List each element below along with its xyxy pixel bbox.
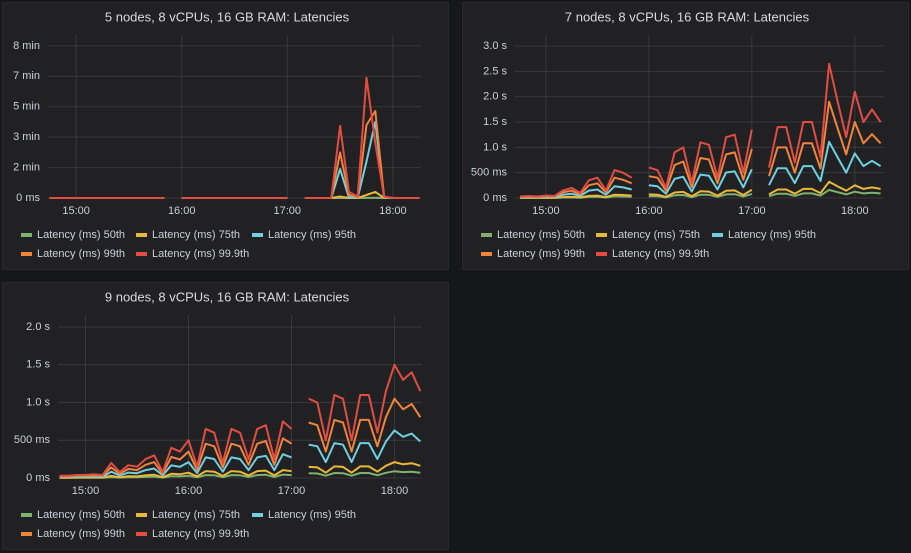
chart-title: 7 nodes, 8 vCPUs, 16 GB RAM: Latencies <box>565 9 810 24</box>
y-tick-label: 500 ms <box>471 167 508 179</box>
y-tick-label: 8 min <box>13 40 40 52</box>
legend-label[interactable]: Latency (ms) 75th <box>612 229 700 241</box>
x-tick-label: 16:00 <box>635 205 663 217</box>
y-tick-label: 0 ms <box>483 192 507 204</box>
y-tick-label: 0 ms <box>16 192 40 204</box>
y-tick-label: 2.5 s <box>483 65 507 77</box>
y-tick-label: 2.0 s <box>26 321 50 333</box>
y-tick-label: 500 ms <box>14 434 51 446</box>
x-tick-label: 16:00 <box>175 485 203 497</box>
legend-label[interactable]: Latency (ms) 99th <box>497 248 585 260</box>
chart-title: 9 nodes, 8 vCPUs, 16 GB RAM: Latencies <box>105 289 350 304</box>
chart: 9 nodes, 8 vCPUs, 16 GB RAM: Latencies 0… <box>14 289 422 540</box>
panel: 5 nodes, 8 vCPUs, 16 GB RAM: Latencies 0… <box>2 2 449 270</box>
x-tick-label: 17:00 <box>738 205 766 217</box>
series-line <box>49 120 420 199</box>
chart: 7 nodes, 8 vCPUs, 16 GB RAM: Latencies 0… <box>471 9 884 260</box>
legend-label[interactable]: Latency (ms) 99th <box>37 248 125 260</box>
x-tick-label: 15:00 <box>62 205 90 217</box>
y-tick-label: 1.5 s <box>26 359 50 371</box>
series-line <box>49 76 420 199</box>
y-tick-label: 1.0 s <box>483 141 507 153</box>
y-tick-label: 5 min <box>13 101 40 113</box>
x-tick-label: 16:00 <box>168 205 196 217</box>
legend-label[interactable]: Latency (ms) 95th <box>728 229 816 241</box>
legend-label[interactable]: Latency (ms) 95th <box>268 509 356 521</box>
y-tick-label: 1.5 s <box>483 116 507 128</box>
series-line <box>59 363 422 477</box>
x-tick-label: 18:00 <box>379 205 407 217</box>
y-tick-label: 2.0 s <box>483 91 507 103</box>
legend-label[interactable]: Latency (ms) 99th <box>37 528 125 540</box>
x-tick-label: 17:00 <box>278 485 306 497</box>
legend-label[interactable]: Latency (ms) 50th <box>37 229 125 241</box>
chart-title: 5 nodes, 8 vCPUs, 16 GB RAM: Latencies <box>105 9 350 24</box>
legend-label[interactable]: Latency (ms) 99.9th <box>152 248 249 260</box>
y-tick-label: 3 min <box>13 131 40 143</box>
x-tick-label: 15:00 <box>532 205 560 217</box>
legend-label[interactable]: Latency (ms) 99.9th <box>152 528 249 540</box>
legend-label[interactable]: Latency (ms) 75th <box>152 509 240 521</box>
legend-label[interactable]: Latency (ms) 50th <box>37 509 125 521</box>
legend-label[interactable]: Latency (ms) 75th <box>152 229 240 241</box>
x-tick-label: 17:00 <box>274 205 302 217</box>
series-line <box>520 62 882 198</box>
legend-label[interactable]: Latency (ms) 95th <box>268 229 356 241</box>
legend-label[interactable]: Latency (ms) 50th <box>497 229 585 241</box>
y-tick-label: 3.0 s <box>483 40 507 52</box>
y-tick-label: 2 min <box>13 161 40 173</box>
panel: 7 nodes, 8 vCPUs, 16 GB RAM: Latencies 0… <box>462 2 909 270</box>
chart: 5 nodes, 8 vCPUs, 16 GB RAM: Latencies 0… <box>13 9 421 260</box>
legend-label[interactable]: Latency (ms) 99.9th <box>612 248 709 260</box>
x-tick-label: 18:00 <box>381 485 409 497</box>
y-tick-label: 1.0 s <box>26 396 50 408</box>
y-tick-label: 7 min <box>13 70 40 82</box>
y-tick-label: 0 ms <box>26 472 50 484</box>
panel: 9 nodes, 8 vCPUs, 16 GB RAM: Latencies 0… <box>2 282 449 550</box>
x-tick-label: 15:00 <box>72 485 100 497</box>
x-tick-label: 18:00 <box>841 205 869 217</box>
